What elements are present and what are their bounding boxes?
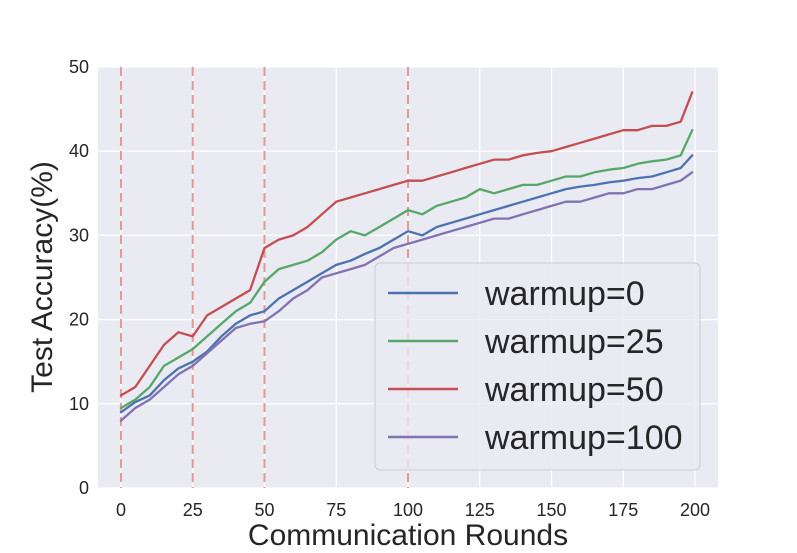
x-tick-label: 175 <box>608 500 638 520</box>
legend-label: warmup=100 <box>484 419 683 457</box>
y-tick-label: 50 <box>69 57 89 77</box>
legend-label: warmup=50 <box>484 371 664 409</box>
series-line <box>119 91 694 397</box>
series-lines <box>119 91 694 422</box>
x-tick-label: 125 <box>465 500 495 520</box>
y-axis-label: Test Accuracy(%) <box>26 161 59 393</box>
y-tick-label: 0 <box>79 478 89 498</box>
y-tick-label: 30 <box>69 225 89 245</box>
x-tick-label: 75 <box>326 500 346 520</box>
y-tick-label: 20 <box>69 310 89 330</box>
y-tick-labels: 0 10 20 30 40 50 <box>69 57 89 498</box>
x-tick-labels: 0 25 50 75 100 125 150 175 200 <box>116 500 710 520</box>
y-tick-label: 40 <box>69 141 89 161</box>
x-tick-label: 200 <box>680 500 710 520</box>
x-tick-label: 100 <box>393 500 423 520</box>
legend-box <box>374 262 701 471</box>
series-line <box>119 129 694 410</box>
legend: warmup=0 warmup=25 warmup=50 warmup=100 <box>374 262 701 471</box>
x-tick-label: 50 <box>254 500 274 520</box>
x-tick-label: 0 <box>116 500 126 520</box>
legend-label: warmup=0 <box>484 275 645 313</box>
x-axis-label: Communication Rounds <box>248 519 568 548</box>
x-tick-label: 25 <box>183 500 203 520</box>
series-line <box>119 154 694 414</box>
series-line <box>119 171 694 422</box>
legend-label: warmup=25 <box>484 323 664 361</box>
x-tick-label: 150 <box>536 500 566 520</box>
y-tick-label: 10 <box>69 394 89 414</box>
